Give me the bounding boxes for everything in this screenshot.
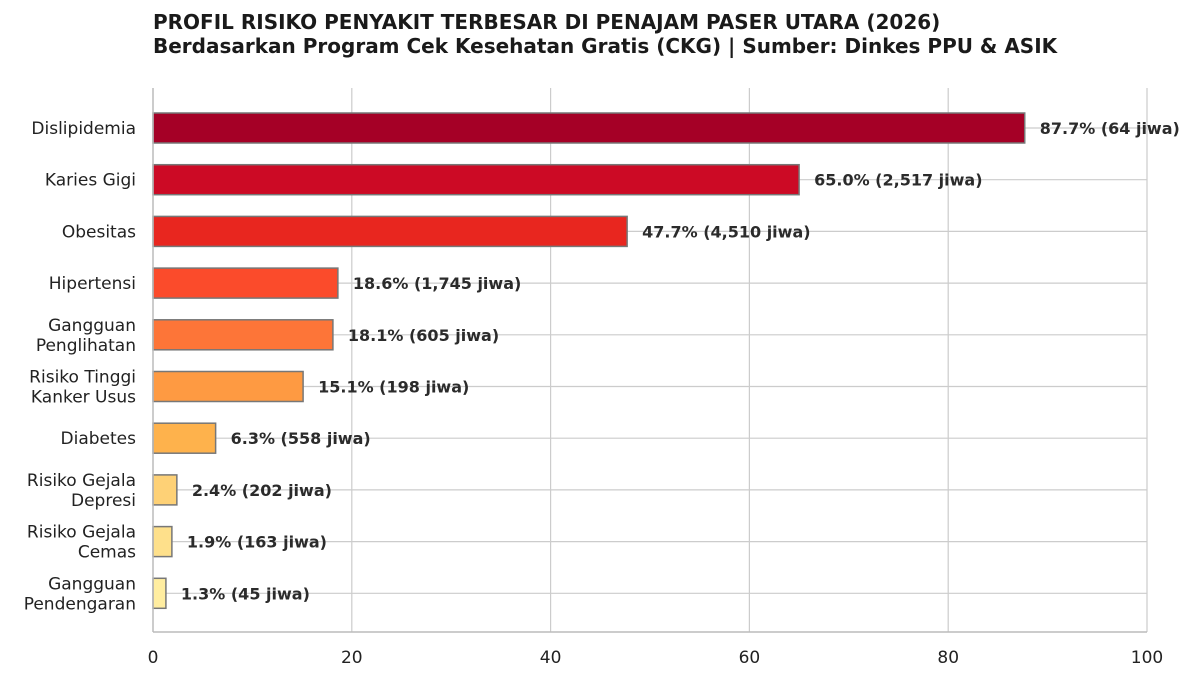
data-label: 47.7% (4,510 jiwa)	[642, 222, 810, 241]
data-label: 18.6% (1,745 jiwa)	[353, 274, 521, 293]
bar	[152, 163, 800, 196]
bars-layer	[152, 112, 1026, 610]
category-label-line: Penglihatan	[36, 336, 136, 356]
bar	[152, 267, 339, 299]
x-tick-label: 60	[739, 648, 761, 668]
category-label-line: Depresi	[71, 491, 136, 511]
x-tick-label: 80	[937, 648, 959, 668]
data-label: 1.3% (45 jiwa)	[181, 584, 310, 603]
bar	[152, 577, 167, 610]
data-label: 2.4% (202 jiwa)	[192, 481, 332, 500]
category-label: Risiko Tinggi Kanker Usus	[29, 368, 136, 408]
category-label: Diabetes	[61, 429, 137, 449]
x-tick-label: 20	[341, 648, 363, 668]
data-label: 65.0% (2,517 jiwa)	[814, 171, 982, 190]
bar	[152, 215, 628, 248]
chart-title: PROFIL RISIKO PENYAKIT TERBESAR DI PENAJ…	[153, 10, 941, 34]
data-label: 87.7% (64 jiwa)	[1040, 119, 1180, 138]
category-label-line: Pendengaran	[24, 594, 136, 614]
category-label: Karies Gigi	[45, 171, 136, 191]
category-label-line: Obesitas	[62, 222, 136, 242]
bar	[152, 422, 217, 454]
data-label: 1.9% (163 jiwa)	[187, 533, 327, 552]
x-tick-label: 100	[1131, 648, 1163, 668]
category-label-line: Kanker Usus	[31, 388, 136, 408]
x-tick-label: 40	[540, 648, 562, 668]
data-label: 6.3% (558 jiwa)	[231, 429, 371, 448]
category-label: Gangguan Pendengaran	[24, 574, 136, 614]
category-label: Obesitas	[62, 222, 136, 242]
category-label-line: Gangguan	[48, 316, 136, 336]
category-label: Risiko Gejala Cemas	[27, 523, 136, 563]
category-label-line: Gangguan	[48, 574, 136, 594]
category-label-line: Dislipidemia	[31, 119, 136, 139]
labels-layer: 87.7% (64 jiwa) Dislipidemia 65.0% (2,517 …	[24, 119, 1180, 614]
data-label: 18.1% (605 jiwa)	[348, 326, 499, 345]
bar	[152, 525, 173, 558]
category-label-line: Diabetes	[61, 429, 137, 449]
bar	[152, 112, 1026, 144]
category-label-line: Karies Gigi	[45, 171, 136, 191]
category-label: Dislipidemia	[31, 119, 136, 139]
bar	[152, 319, 334, 351]
category-label-line: Risiko Gejala	[27, 471, 136, 491]
title-block: PROFIL RISIKO PENYAKIT TERBESAR DI PENAJ…	[153, 10, 1057, 58]
category-label: Gangguan Penglihatan	[36, 316, 136, 356]
category-label: Risiko Gejala Depresi	[27, 471, 136, 511]
category-label: Hipertensi	[49, 274, 136, 294]
category-label-line: Cemas	[78, 543, 136, 563]
category-label-line: Risiko Tinggi	[29, 368, 136, 388]
chart-subtitle: Berdasarkan Program Cek Kesehatan Gratis…	[153, 34, 1058, 58]
x-tick-label: 0	[148, 648, 159, 668]
bar	[152, 474, 178, 506]
category-label-line: Hipertensi	[49, 274, 136, 294]
bar	[152, 370, 304, 403]
data-label: 15.1% (198 jiwa)	[318, 378, 469, 397]
axis-layer: 0 20 40 60 80 100	[148, 88, 1163, 668]
category-label-line: Risiko Gejala	[27, 523, 136, 543]
